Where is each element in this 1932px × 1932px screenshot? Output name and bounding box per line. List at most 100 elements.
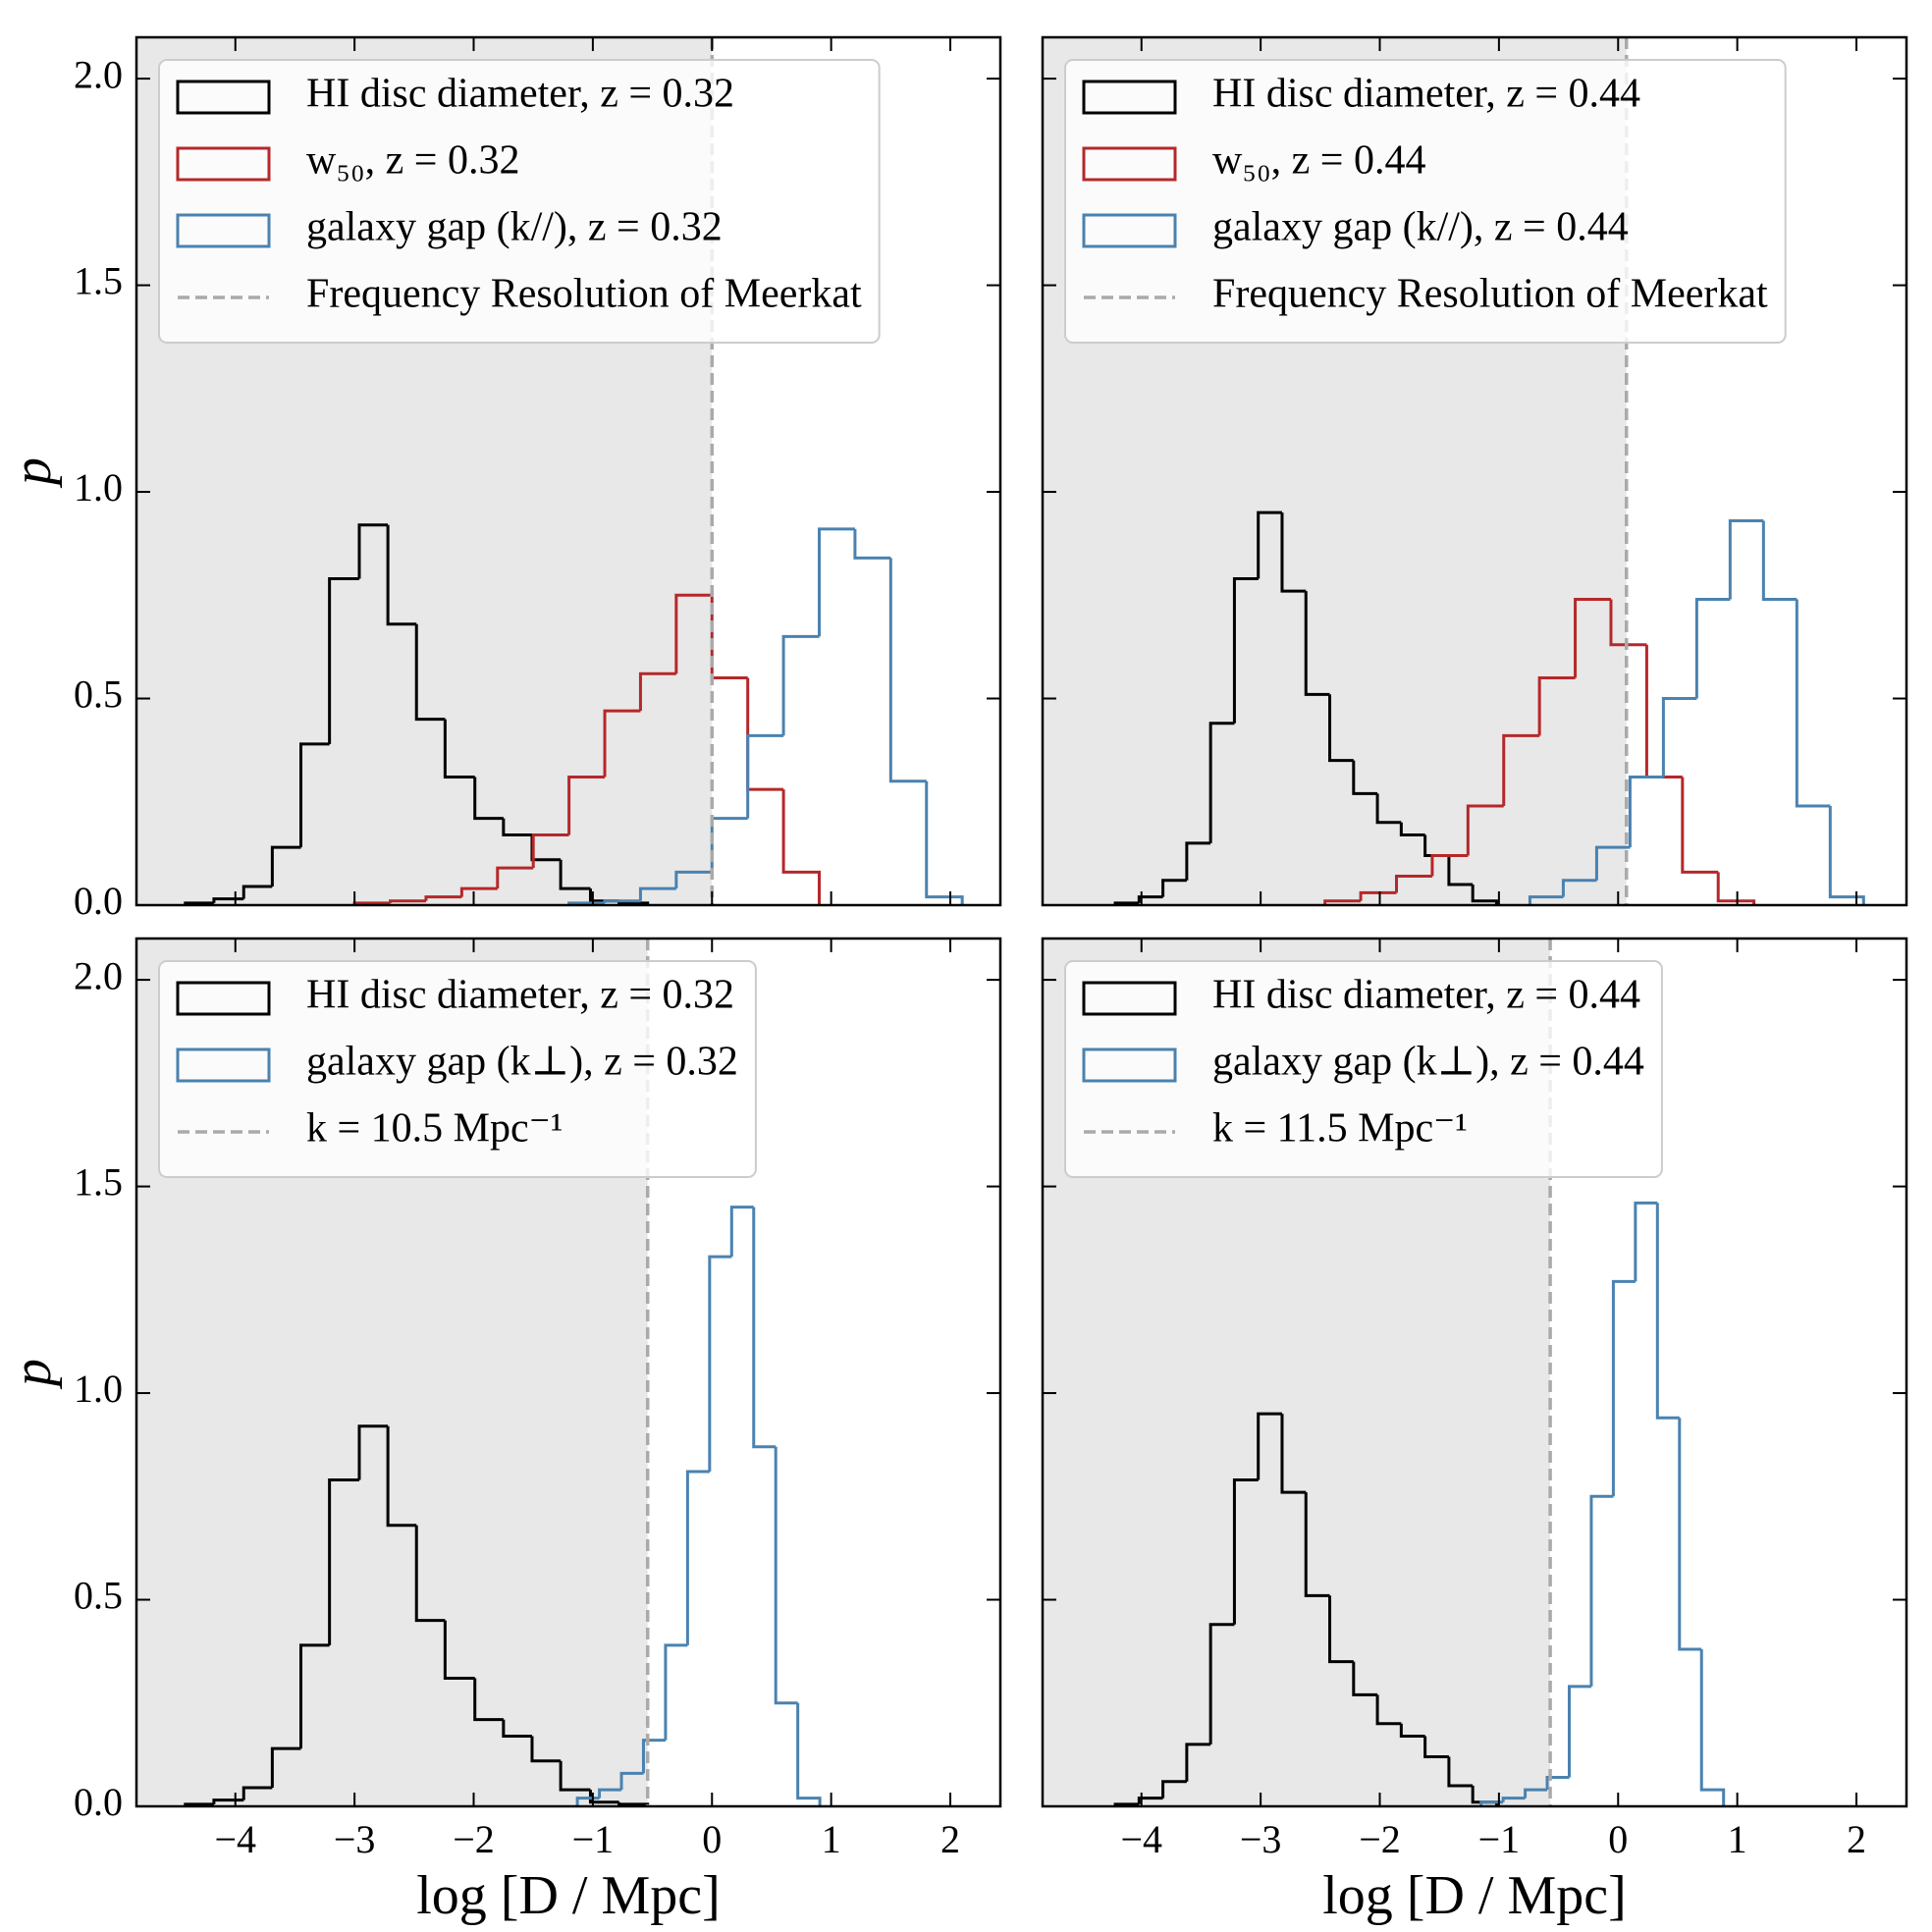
histogram-step: [212, 897, 244, 903]
legend-label: HI disc diameter, z = 0.32: [306, 973, 734, 1018]
x-axis-label: log [D / Mpc]: [1322, 1865, 1627, 1926]
legend-swatch: [176, 80, 271, 115]
histogram-step: [708, 1255, 732, 1473]
histogram-step: [414, 623, 446, 722]
y-tick-label: 0.0: [74, 1780, 123, 1824]
histogram-step: [414, 1525, 446, 1623]
histogram-step: [1661, 697, 1697, 778]
histogram-step: [1257, 1412, 1282, 1480]
histogram-step: [1728, 519, 1764, 600]
histogram-step: [1323, 899, 1362, 905]
histogram-step: [1137, 895, 1163, 903]
histogram-step: [270, 1746, 301, 1789]
histogram-step: [1423, 1736, 1449, 1758]
x-tick-label: 1: [822, 1817, 841, 1861]
histogram-step: [1399, 1723, 1425, 1738]
histogram-step: [818, 527, 855, 637]
legend-box: [158, 960, 757, 1178]
y-tick-label: 0.5: [74, 1574, 123, 1618]
histogram-step: [603, 709, 641, 778]
histogram-step: [443, 1620, 475, 1680]
legend-label: HI disc diameter, z = 0.32: [306, 72, 734, 117]
histogram-step: [386, 524, 417, 626]
x-tick-label: −2: [453, 1817, 495, 1861]
panel: −4 −3 −2 −1 0 1 2 0.0 0.5 1.0 1.5 2.0 log [D / Mpc] p…: [2, 937, 1002, 1926]
histogram-step: [1232, 1477, 1259, 1625]
histogram-step: [328, 1477, 359, 1645]
histogram-step: [1257, 510, 1282, 579]
histogram-step: [1655, 1203, 1680, 1420]
x-tick-label: 1: [1728, 1817, 1747, 1861]
histogram-step: [389, 899, 426, 903]
histogram-step: [1524, 1788, 1548, 1798]
histogram-step: [1628, 776, 1664, 848]
histogram-step: [502, 1719, 532, 1738]
histogram-step: [212, 1798, 244, 1804]
legend-swatch: [176, 981, 271, 1016]
histogram-step: [496, 866, 534, 889]
histogram-step: [1537, 675, 1576, 736]
histogram-step: [746, 677, 784, 791]
histogram-step: [603, 899, 641, 903]
histogram-step: [386, 1425, 417, 1528]
histogram-step: [1466, 804, 1504, 856]
histogram-step: [1545, 1776, 1570, 1791]
legend-label: galaxy gap (k⊥), z = 0.44: [1212, 1040, 1644, 1085]
legend-swatch: [1082, 80, 1177, 115]
legend-swatch: [176, 146, 271, 182]
histogram-step: [1716, 872, 1756, 905]
histogram-step: [598, 1788, 622, 1798]
histogram-step: [674, 593, 713, 674]
x-tick-label: −1: [1478, 1817, 1521, 1861]
histogram-step: [473, 777, 504, 821]
histogram-step: [853, 528, 891, 560]
legend-swatch: [1082, 1047, 1177, 1083]
x-tick-label: −4: [214, 1817, 256, 1861]
histogram-step: [1399, 822, 1425, 836]
histogram-step: [424, 895, 462, 901]
histogram-step: [1185, 1743, 1211, 1782]
histogram-step: [1528, 895, 1564, 905]
histogram-step: [674, 870, 713, 889]
legend: HI disc diameter, z = 0.32 galaxy gap (k⊥…: [158, 960, 757, 1178]
histogram-step: [299, 1643, 330, 1749]
histogram-step: [328, 576, 359, 744]
panel: −4 −3 −2 −1 0 1 2 log [D / Mpc] HI disc diameter…: [1041, 937, 1908, 1926]
legend-label: galaxy gap (k//), z = 0.32: [306, 205, 723, 250]
histogram-step: [270, 845, 301, 887]
y-axis-label: p: [2, 1359, 63, 1390]
histogram-step: [664, 1643, 688, 1741]
histogram-step: [1328, 694, 1354, 763]
histogram-step: [638, 886, 676, 901]
histogram-step: [1634, 1201, 1658, 1282]
histogram-step: [1328, 1595, 1354, 1664]
panel: 0.0 0.5 1.0 1.5 2.0 p HI disc diameter, z = 0.…: [2, 35, 1002, 923]
histogram-step: [1359, 890, 1397, 901]
x-tick-label: −2: [1359, 1817, 1401, 1861]
histogram-step: [357, 1424, 389, 1480]
y-tick-label: 0.5: [74, 672, 123, 717]
histogram-step: [710, 595, 748, 679]
legend-label: k = 10.5 Mpc⁻¹: [306, 1106, 563, 1152]
histogram-step: [559, 1760, 591, 1792]
histogram-step: [1304, 591, 1330, 696]
histogram-step: [1561, 879, 1597, 897]
histogram-step: [1699, 1649, 1726, 1806]
histogram-step: [1430, 853, 1469, 877]
histogram-step: [1161, 879, 1187, 897]
legend-swatch: [1082, 981, 1177, 1016]
histogram-step: [1280, 1414, 1307, 1494]
y-tick-label: 0.0: [74, 879, 123, 923]
histogram-step: [1185, 841, 1211, 881]
histogram-step: [752, 1207, 777, 1449]
histogram-step: [242, 885, 273, 899]
histogram-step: [588, 1790, 619, 1804]
histogram-step: [1761, 520, 1798, 601]
histogram-step: [530, 1736, 562, 1763]
histogram-step: [1208, 722, 1235, 843]
histogram-step: [242, 1786, 273, 1800]
histogram-step: [1375, 793, 1402, 825]
histogram-step: [1678, 1418, 1702, 1651]
